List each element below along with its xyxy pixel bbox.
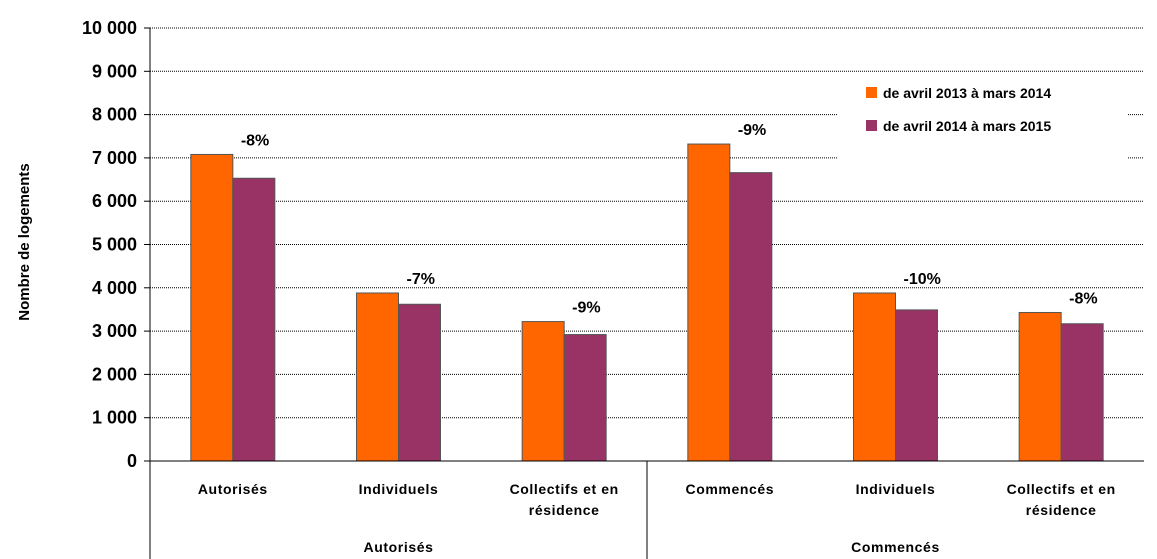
legend-swatch-1 <box>866 120 877 131</box>
group-label: Commencés <box>851 539 940 555</box>
legend-label-1: de avril 2014 à mars 2015 <box>883 118 1051 134</box>
category-label: Autorisés <box>198 481 268 497</box>
change-label: -8% <box>241 132 269 149</box>
change-label: -10% <box>904 271 941 288</box>
y-tick-labels: 0 1 000 2 000 3 000 4 000 5 000 6 000 7 000 8 00… <box>82 18 137 471</box>
y-tick-label: 6 000 <box>92 191 137 211</box>
bar-2014-2015 <box>895 309 938 462</box>
category-label: Individuels <box>856 481 936 497</box>
group-label: Autorisés <box>364 539 434 555</box>
y-tick-label: 9 000 <box>92 61 137 81</box>
bar-2014-2015 <box>729 172 773 462</box>
category-label: Collectifs et en <box>1007 481 1116 497</box>
change-label: -9% <box>572 300 600 317</box>
bars <box>190 143 1104 462</box>
y-tick-label: 10 000 <box>82 18 137 38</box>
legend-swatch-0 <box>866 87 877 98</box>
bar-2013-2014 <box>853 292 896 462</box>
axes <box>144 27 1144 559</box>
bar-2013-2014 <box>190 153 234 462</box>
change-label: -9% <box>738 122 766 139</box>
y-axis-label: Nombre de logements <box>16 163 33 321</box>
bar-2013-2014 <box>1018 311 1062 462</box>
y-tick-label: 4 000 <box>92 278 137 298</box>
category-label: résidence <box>1026 502 1097 518</box>
change-label: -7% <box>407 271 435 288</box>
y-tick-label: 1 000 <box>92 408 137 428</box>
bar-2013-2014 <box>356 292 399 462</box>
change-label: -8% <box>1069 290 1097 307</box>
change-labels: -8% -7% -9% -9% -10% -8% <box>241 122 1098 317</box>
bar-2014-2015 <box>563 334 607 462</box>
category-label: résidence <box>529 502 600 518</box>
y-tick-label: 2 000 <box>92 364 137 384</box>
legend: de avril 2013 à mars 2014 de avril 2014 … <box>838 78 1128 160</box>
bar-2013-2014 <box>687 143 731 462</box>
category-label: Commencés <box>686 481 775 497</box>
category-label: Individuels <box>359 481 439 497</box>
bar-2013-2014 <box>521 321 565 462</box>
legend-label-0: de avril 2013 à mars 2014 <box>883 85 1051 101</box>
bar-2014-2015 <box>232 177 276 462</box>
y-tick-label: 8 000 <box>92 105 137 125</box>
y-tick-label: 7 000 <box>92 148 137 168</box>
category-label: Collectifs et en <box>510 481 619 497</box>
bar-2014-2015 <box>1060 323 1104 462</box>
y-tick-label: 3 000 <box>92 321 137 341</box>
y-tick-label: 0 <box>127 451 137 471</box>
bar-2014-2015 <box>398 303 441 462</box>
category-labels: Autorisés Individuels Collectifs et en rési… <box>198 481 1116 555</box>
y-tick-label: 5 000 <box>92 235 137 255</box>
